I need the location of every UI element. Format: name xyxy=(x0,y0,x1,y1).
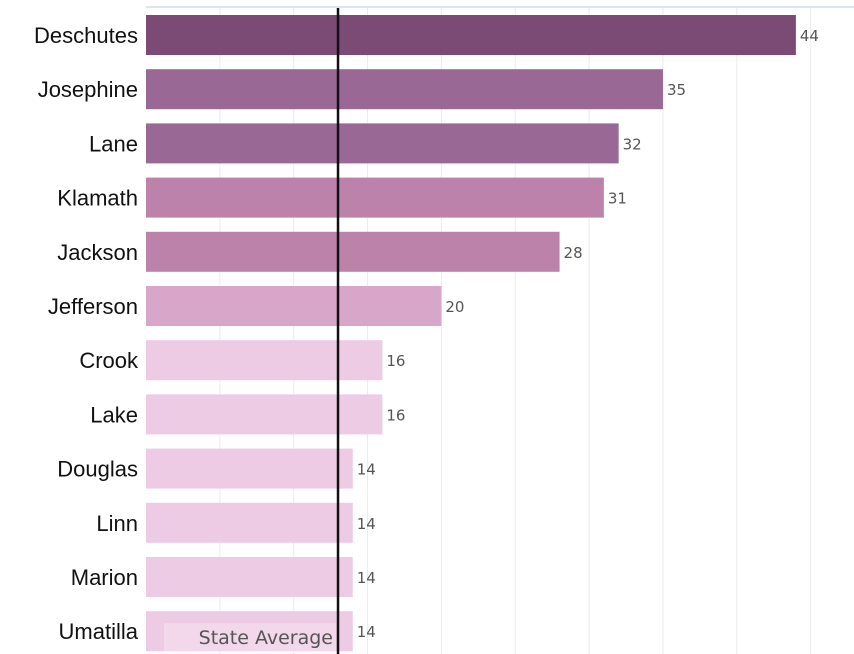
state-average-label-box xyxy=(164,623,337,652)
bar-marion[interactable] xyxy=(146,557,353,597)
category-label-linn: Linn xyxy=(96,511,138,536)
value-label-linn: 14 xyxy=(357,515,376,533)
bar-josephine[interactable] xyxy=(146,69,663,110)
category-label-jefferson: Jefferson xyxy=(48,294,138,319)
category-label-lake: Lake xyxy=(90,402,138,427)
bar-jefferson[interactable] xyxy=(146,286,442,326)
value-label-lane: 32 xyxy=(623,135,642,153)
value-label-jackson: 28 xyxy=(564,244,583,262)
bars xyxy=(146,15,796,652)
value-label-douglas: 14 xyxy=(357,461,376,479)
labels: Deschutes 44 Josephine 35 Lane 32 Klamath 31 Jac… xyxy=(34,23,819,644)
category-label-lane: Lane xyxy=(89,131,138,156)
value-label-umatilla: 14 xyxy=(357,623,376,641)
category-label-klamath: Klamath xyxy=(57,186,138,211)
bar-klamath[interactable] xyxy=(146,177,604,218)
category-label-umatilla: Umatilla xyxy=(59,619,139,644)
value-label-deschutes: 44 xyxy=(800,27,819,45)
bar-douglas[interactable] xyxy=(146,448,353,489)
value-label-josephine: 35 xyxy=(667,81,686,99)
value-label-marion: 14 xyxy=(357,569,376,587)
bar-lane[interactable] xyxy=(146,123,619,164)
grid-lines xyxy=(219,8,812,654)
category-label-marion: Marion xyxy=(71,565,138,590)
category-label-deschutes: Deschutes xyxy=(34,23,138,48)
value-label-jefferson: 20 xyxy=(445,298,464,316)
bar-deschutes[interactable] xyxy=(146,15,796,55)
category-label-jackson: Jackson xyxy=(57,240,138,265)
state-average-label: State Average xyxy=(199,627,333,649)
bar-linn[interactable] xyxy=(146,502,353,543)
reference-line-group: State Average xyxy=(164,8,340,654)
bar-jackson[interactable] xyxy=(146,231,560,272)
category-label-crook: Crook xyxy=(79,348,139,373)
bar-lake[interactable] xyxy=(146,394,383,435)
category-label-josephine: Josephine xyxy=(38,77,138,102)
value-label-lake: 16 xyxy=(386,406,405,424)
category-label-douglas: Douglas xyxy=(57,457,138,482)
bar-crook[interactable] xyxy=(146,340,383,381)
value-label-crook: 16 xyxy=(386,352,405,370)
value-label-klamath: 31 xyxy=(608,190,627,208)
